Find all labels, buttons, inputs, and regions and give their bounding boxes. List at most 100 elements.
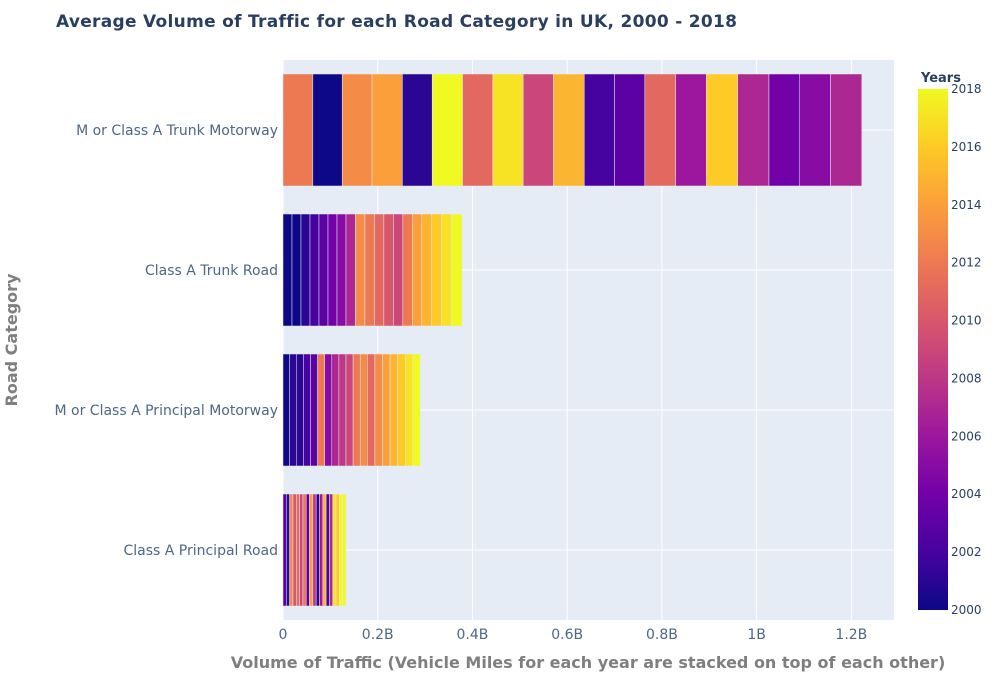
bar-segment: [309, 213, 320, 327]
bars: [282, 73, 863, 607]
bar-segment: [332, 493, 337, 607]
bar-segment: [315, 493, 320, 607]
colorbar-tick-label: 2002: [951, 545, 982, 559]
bar-segment: [317, 353, 325, 467]
bar-segment: [402, 213, 413, 327]
colorbar-tick-label: 2004: [951, 487, 982, 501]
bar-segment: [382, 353, 391, 467]
bar-segment: [310, 353, 318, 467]
bar-segment: [341, 73, 373, 187]
bar-segment: [329, 493, 333, 607]
bar-segment: [644, 73, 676, 187]
bar-segment: [412, 353, 421, 467]
bar-segment: [324, 353, 333, 467]
category-label: Class A Principal Road: [123, 543, 278, 559]
bar-segment: [296, 353, 304, 467]
bar-segment: [339, 493, 343, 607]
bar-segment: [352, 353, 361, 467]
x-tick-label: 0.8B: [646, 627, 678, 643]
x-tick-label: 1.2B: [835, 627, 867, 643]
bar-segment: [303, 353, 311, 467]
bar-segment: [492, 73, 524, 187]
bar-segment: [553, 73, 585, 187]
bar-segment: [312, 73, 343, 187]
bar-segment: [367, 353, 376, 467]
colorbar-tick-label: 2010: [951, 314, 982, 328]
bar-segment: [338, 353, 347, 467]
bar-segment: [331, 353, 340, 467]
bar-segment: [318, 213, 329, 327]
colorbar-tick-label: 2014: [951, 198, 982, 212]
bar-segment: [462, 73, 494, 187]
bar-segment: [335, 493, 340, 607]
x-tick-label: 0.6B: [551, 627, 583, 643]
category-label: M or Class A Principal Motorway: [55, 403, 279, 419]
bar-segment: [389, 353, 398, 467]
bar-segment: [322, 493, 327, 607]
bar-segment: [799, 73, 831, 187]
bar-segment: [282, 73, 314, 187]
bar-segment: [282, 213, 293, 327]
bar-segment: [312, 493, 317, 607]
bar-segment: [431, 73, 463, 187]
bar-segment: [421, 213, 432, 327]
bar-segment: [296, 493, 300, 607]
bar-segment: [614, 73, 646, 187]
bar-segment: [305, 493, 310, 607]
bar-segment: [706, 73, 738, 187]
x-tick-label: 0.4B: [457, 627, 489, 643]
bar-segment: [289, 493, 294, 607]
colorbar-title: Years: [920, 71, 961, 86]
bar-segment: [364, 213, 375, 327]
bar-segment: [289, 353, 297, 467]
colorbar: Years 2000 2002 2004 2006 2008 2010 2012 2014 20…: [918, 71, 982, 617]
bar-segment: [374, 353, 383, 467]
bar-segment: [359, 353, 368, 467]
colorbar-tick-label: 2018: [951, 82, 982, 96]
bar-segment: [393, 213, 404, 327]
bar-segment: [355, 213, 366, 327]
bar-segment: [830, 73, 863, 187]
x-tick-label: 1B: [747, 627, 766, 643]
bar-segment: [299, 493, 304, 607]
bar-segment: [412, 213, 423, 327]
bar-segment: [309, 493, 314, 607]
bar-segment: [342, 493, 347, 607]
bar-segment: [292, 493, 297, 607]
x-axis-title: Volume of Traffic (Vehicle Miles for eac…: [231, 653, 946, 672]
bar-segment: [286, 493, 290, 607]
bar-segment: [737, 73, 770, 187]
colorbar-tick-label: 2008: [951, 371, 982, 385]
bar-segment: [675, 73, 707, 187]
bar-segment: [441, 213, 452, 327]
colorbar-tick-label: 2006: [951, 429, 982, 443]
bar-segment: [291, 213, 302, 327]
bar-segment: [336, 213, 347, 327]
bar-segment: [282, 353, 290, 467]
bar-segment: [371, 73, 403, 187]
bar-segment: [327, 213, 338, 327]
chart-title: Average Volume of Traffic for each Road …: [56, 12, 738, 32]
bar-segment: [345, 353, 354, 467]
bar-segment: [402, 73, 433, 187]
y-axis-title: Road Category: [2, 273, 21, 407]
x-tick-label: 0: [279, 627, 288, 643]
bar-segment: [300, 213, 311, 327]
colorbar-gradient: [918, 89, 948, 610]
x-axis-ticks: 0 0.2B 0.4B 0.6B 0.8B 1B 1.2B: [279, 627, 868, 643]
bar-segment: [451, 213, 463, 327]
bar-segment: [583, 73, 615, 187]
bar-segment: [431, 213, 442, 327]
category-labels: Class A Principal Road M or Class A Princ…: [55, 123, 279, 559]
colorbar-tick-label: 2012: [951, 256, 982, 270]
bar-segment: [522, 73, 554, 187]
bar-segment: [319, 493, 324, 607]
colorbar-tick-label: 2000: [951, 603, 982, 617]
bar-segment: [768, 73, 800, 187]
bar-segment: [325, 493, 330, 607]
category-label: Class A Trunk Road: [145, 263, 278, 279]
bar-segment: [374, 213, 385, 327]
bar-segment: [383, 213, 394, 327]
x-tick-label: 0.2B: [362, 627, 394, 643]
